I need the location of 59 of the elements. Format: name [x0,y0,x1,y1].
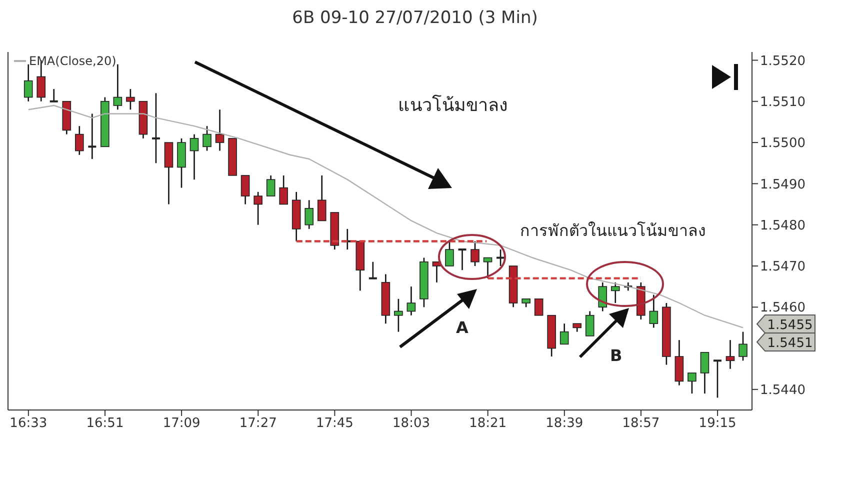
x-tick-label: 18:21 [469,416,507,432]
candlestick [445,240,454,267]
candlestick [649,294,658,328]
candlestick [75,125,84,156]
x-tick-label: 17:09 [162,416,200,432]
candlestick [87,113,98,160]
annotation: A [456,318,468,337]
x-tick-label: 18:03 [392,416,430,432]
x-tick-label: 18:57 [622,416,660,432]
candlestick [712,360,722,398]
y-tick-label: 1.5490 [760,177,806,192]
x-tick-label: 17:27 [239,416,277,432]
text: 1.5451 [767,336,813,351]
annotation: แนวโน้มขาลง [398,94,508,118]
y-tick-label: 1.5500 [760,136,806,152]
x-tick-label: 16:33 [10,416,48,432]
annotation: การพักตัวในแนวโน้มขาลง [520,220,706,242]
candlestick [496,248,506,267]
candlestick [266,174,276,197]
y-tick-label: 1.5510 [760,94,806,110]
candlestick [726,339,735,370]
candlestick [304,199,314,230]
candlestick [240,174,250,205]
candlestick [202,125,212,152]
candlestick [317,174,326,222]
candlestick [254,191,262,226]
x-tick-label: 18:39 [546,416,584,432]
candlestick [688,372,696,394]
candlestick [406,286,416,316]
candlestick [470,240,480,267]
candlestick [560,322,569,345]
candlestick [126,88,135,110]
candlestick [534,298,544,316]
candlestick [457,248,468,271]
candlestick [368,261,378,280]
candlestick [190,134,199,180]
candlestick [215,108,224,152]
candlestick [738,331,748,362]
candlestick [610,282,620,304]
legend-label: EMA(Close,20) [28,54,116,68]
candlestick [394,298,403,332]
candlestick [150,92,161,164]
y-tick-label: 1.5520 [760,54,806,69]
y-tick-label: 1.5470 [760,260,806,275]
y-tick-label: 1.5460 [760,300,806,316]
x-tick-label: 16:51 [86,416,124,432]
y-tick-label: 1.5440 [760,383,806,398]
x-tick-label: 17:45 [316,416,354,432]
candlestick [598,282,608,312]
chart-title: 6B 09-10 27/07/2010 (3 Min) [291,8,539,28]
annotation: B [610,346,622,365]
candlestick [279,174,288,205]
candlestick [585,310,594,337]
text: 1.5455 [767,318,813,333]
x-tick-label: 19:15 [698,416,736,432]
candlestick [700,352,710,394]
y-tick-label: 1.5480 [760,218,806,234]
candlestick [483,257,492,279]
candlestick [48,88,59,102]
